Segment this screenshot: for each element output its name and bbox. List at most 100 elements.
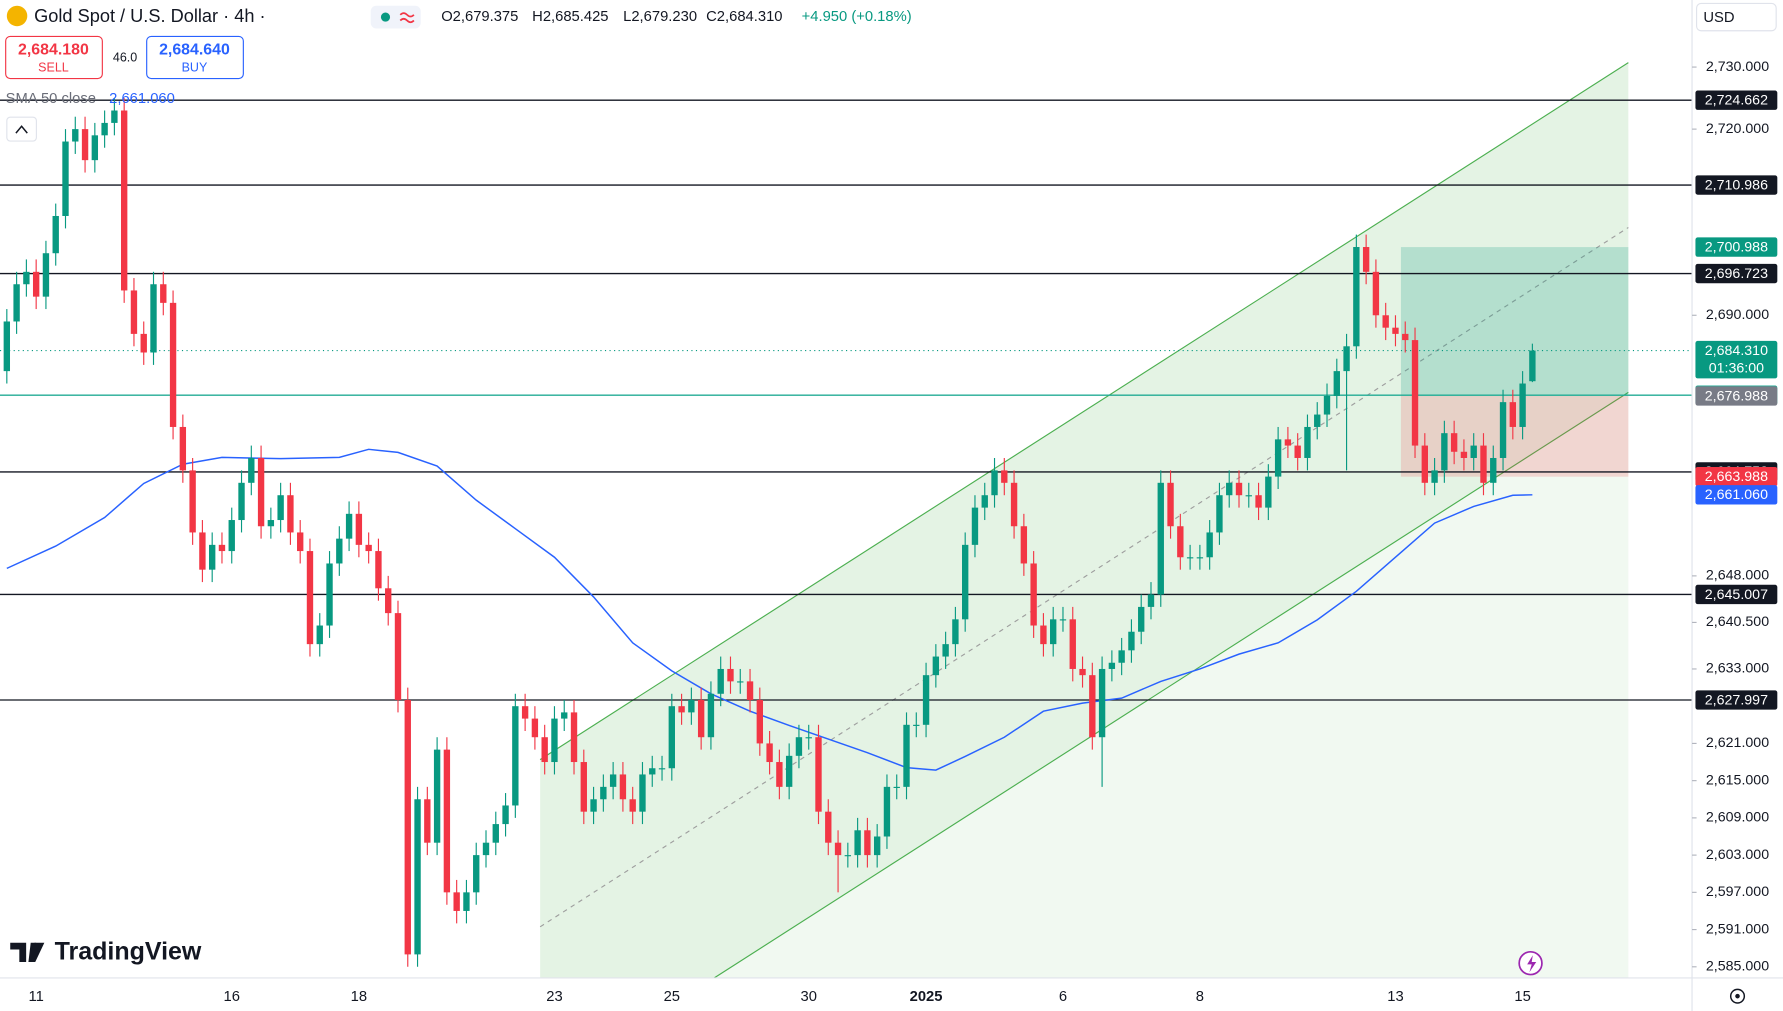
- candle-body: [697, 699, 705, 738]
- candle-body: [1010, 482, 1018, 527]
- candle-body: [120, 110, 128, 291]
- candle-body: [277, 495, 284, 521]
- settings-button[interactable]: [1729, 988, 1746, 1004]
- candle-body: [1314, 414, 1321, 427]
- candle-body: [424, 799, 431, 843]
- candle-body: [688, 699, 695, 713]
- candle-body: [766, 743, 773, 763]
- indicator-value: 2,661.060: [109, 91, 175, 107]
- level-label-bg: [1695, 584, 1778, 605]
- candle-body: [355, 513, 363, 545]
- candle-body: [1509, 402, 1517, 427]
- candle-body: [590, 799, 597, 812]
- candle-body: [805, 737, 812, 739]
- level-label: 2,645.007: [1705, 587, 1768, 603]
- buy-price: 2,684.640: [159, 41, 230, 58]
- candle-body: [815, 737, 822, 812]
- candle-body: [385, 588, 392, 614]
- candle-body: [1372, 271, 1380, 316]
- candle-body: [1050, 619, 1057, 645]
- status-pill[interactable]: [370, 5, 421, 29]
- candle-body: [42, 253, 50, 297]
- candle-body: [91, 135, 99, 161]
- candle-body: [433, 749, 441, 843]
- candle-body: [101, 122, 108, 136]
- candle-body: [1529, 350, 1536, 382]
- candle-body: [375, 551, 382, 589]
- candle-body: [394, 613, 402, 700]
- brand-logo-dot: [31, 942, 39, 950]
- candle-body: [795, 737, 803, 756]
- sma-label: 2,661.060: [1705, 487, 1768, 503]
- candle-body: [727, 668, 734, 682]
- currency-button[interactable]: [1696, 2, 1777, 32]
- candle-body: [668, 706, 675, 769]
- candle-body: [531, 718, 539, 738]
- candle-body: [1323, 395, 1331, 415]
- y-tick-label: 2,609.000: [1706, 810, 1769, 826]
- candle-body: [570, 712, 578, 763]
- candle-body: [1157, 482, 1164, 595]
- candle-body: [1519, 383, 1526, 427]
- candle-body: [287, 495, 294, 533]
- candle-body: [854, 830, 861, 856]
- candle-body: [414, 799, 421, 955]
- candle-body: [864, 830, 871, 856]
- candle-body: [1255, 495, 1262, 508]
- indicator-name[interactable]: SMA 50 close: [6, 91, 96, 107]
- candle-body: [1362, 247, 1370, 272]
- candle-body: [1059, 619, 1067, 621]
- candle-body: [1030, 563, 1037, 626]
- market-status: [380, 12, 391, 22]
- candle-body: [1460, 451, 1468, 458]
- candle-body: [785, 755, 793, 787]
- candle-body: [1167, 482, 1174, 527]
- candle-body: [1411, 340, 1419, 446]
- candle-body: [1089, 675, 1096, 738]
- x-tick-label: 16: [224, 989, 240, 1005]
- y-tick-label: 2,720.000: [1706, 121, 1769, 137]
- candle-body: [1284, 439, 1292, 446]
- collapse-button[interactable]: [6, 116, 37, 142]
- buy-label: BUY: [182, 61, 208, 75]
- x-tick-label: 18: [351, 989, 367, 1005]
- candle-body: [1382, 315, 1389, 328]
- candle-body: [1206, 532, 1213, 558]
- level-label: 2,724.662: [1705, 93, 1768, 109]
- level-label-bg: [1695, 175, 1778, 195]
- lightning-icon: [1527, 955, 1537, 973]
- candle-body: [756, 699, 764, 744]
- candle-body: [1001, 470, 1008, 483]
- symbol-title[interactable]: Gold Spot / U.S. Dollar · 4h ·: [34, 6, 265, 26]
- candle-body: [453, 892, 460, 911]
- y-tick-label: 2,648.000: [1706, 568, 1769, 584]
- candle-body: [932, 656, 940, 676]
- candle-body: [942, 644, 949, 657]
- spread: 46.0: [113, 50, 137, 64]
- candle-body: [3, 321, 11, 372]
- symbol-logo: [6, 5, 28, 27]
- candle-body: [1235, 482, 1243, 496]
- y-tick-label: 2,597.000: [1706, 884, 1769, 900]
- candle-body: [1147, 594, 1155, 607]
- candle-body: [991, 470, 998, 496]
- x-tick-label: 13: [1387, 989, 1403, 1005]
- candle-body: [473, 855, 480, 893]
- sell-price: 2,684.180: [18, 41, 89, 58]
- candle-body: [238, 482, 245, 521]
- x-tick-label: 6: [1059, 989, 1067, 1005]
- candle-body: [619, 774, 627, 800]
- candle-body: [1069, 619, 1076, 669]
- candle-body: [150, 284, 157, 353]
- buy-button[interactable]: [146, 35, 244, 80]
- candle-body: [873, 836, 881, 856]
- candle-body: [1499, 402, 1507, 458]
- x-tick-label: 11: [28, 989, 43, 1005]
- candle-body: [140, 333, 147, 353]
- candle-body: [52, 215, 59, 254]
- candle-body: [1108, 662, 1116, 669]
- candle-body: [463, 892, 470, 911]
- sell-button[interactable]: [5, 35, 103, 80]
- ohlc-high: H2,685.425: [532, 9, 608, 25]
- candle-body: [639, 774, 646, 812]
